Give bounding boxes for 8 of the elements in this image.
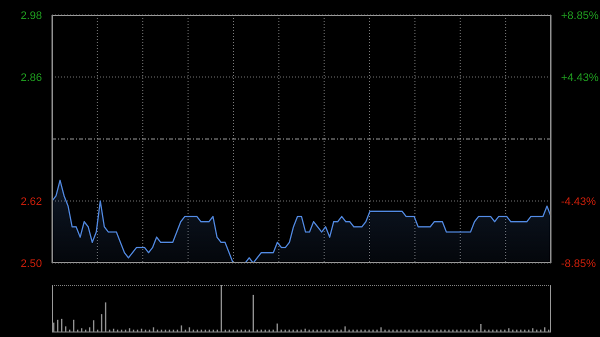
- y-tick-label: 2.62: [20, 196, 42, 208]
- y2-tick-label: -4.43%: [561, 196, 596, 208]
- y-tick-label: 2.50: [20, 258, 42, 270]
- y2-tick-label: -8.85%: [561, 258, 596, 270]
- y-tick-label: 2.98: [20, 10, 42, 22]
- y-tick-label: 2.86: [20, 72, 42, 84]
- y2-tick-label: +8.85%: [561, 10, 599, 22]
- y2-tick-label: +4.43%: [561, 72, 599, 84]
